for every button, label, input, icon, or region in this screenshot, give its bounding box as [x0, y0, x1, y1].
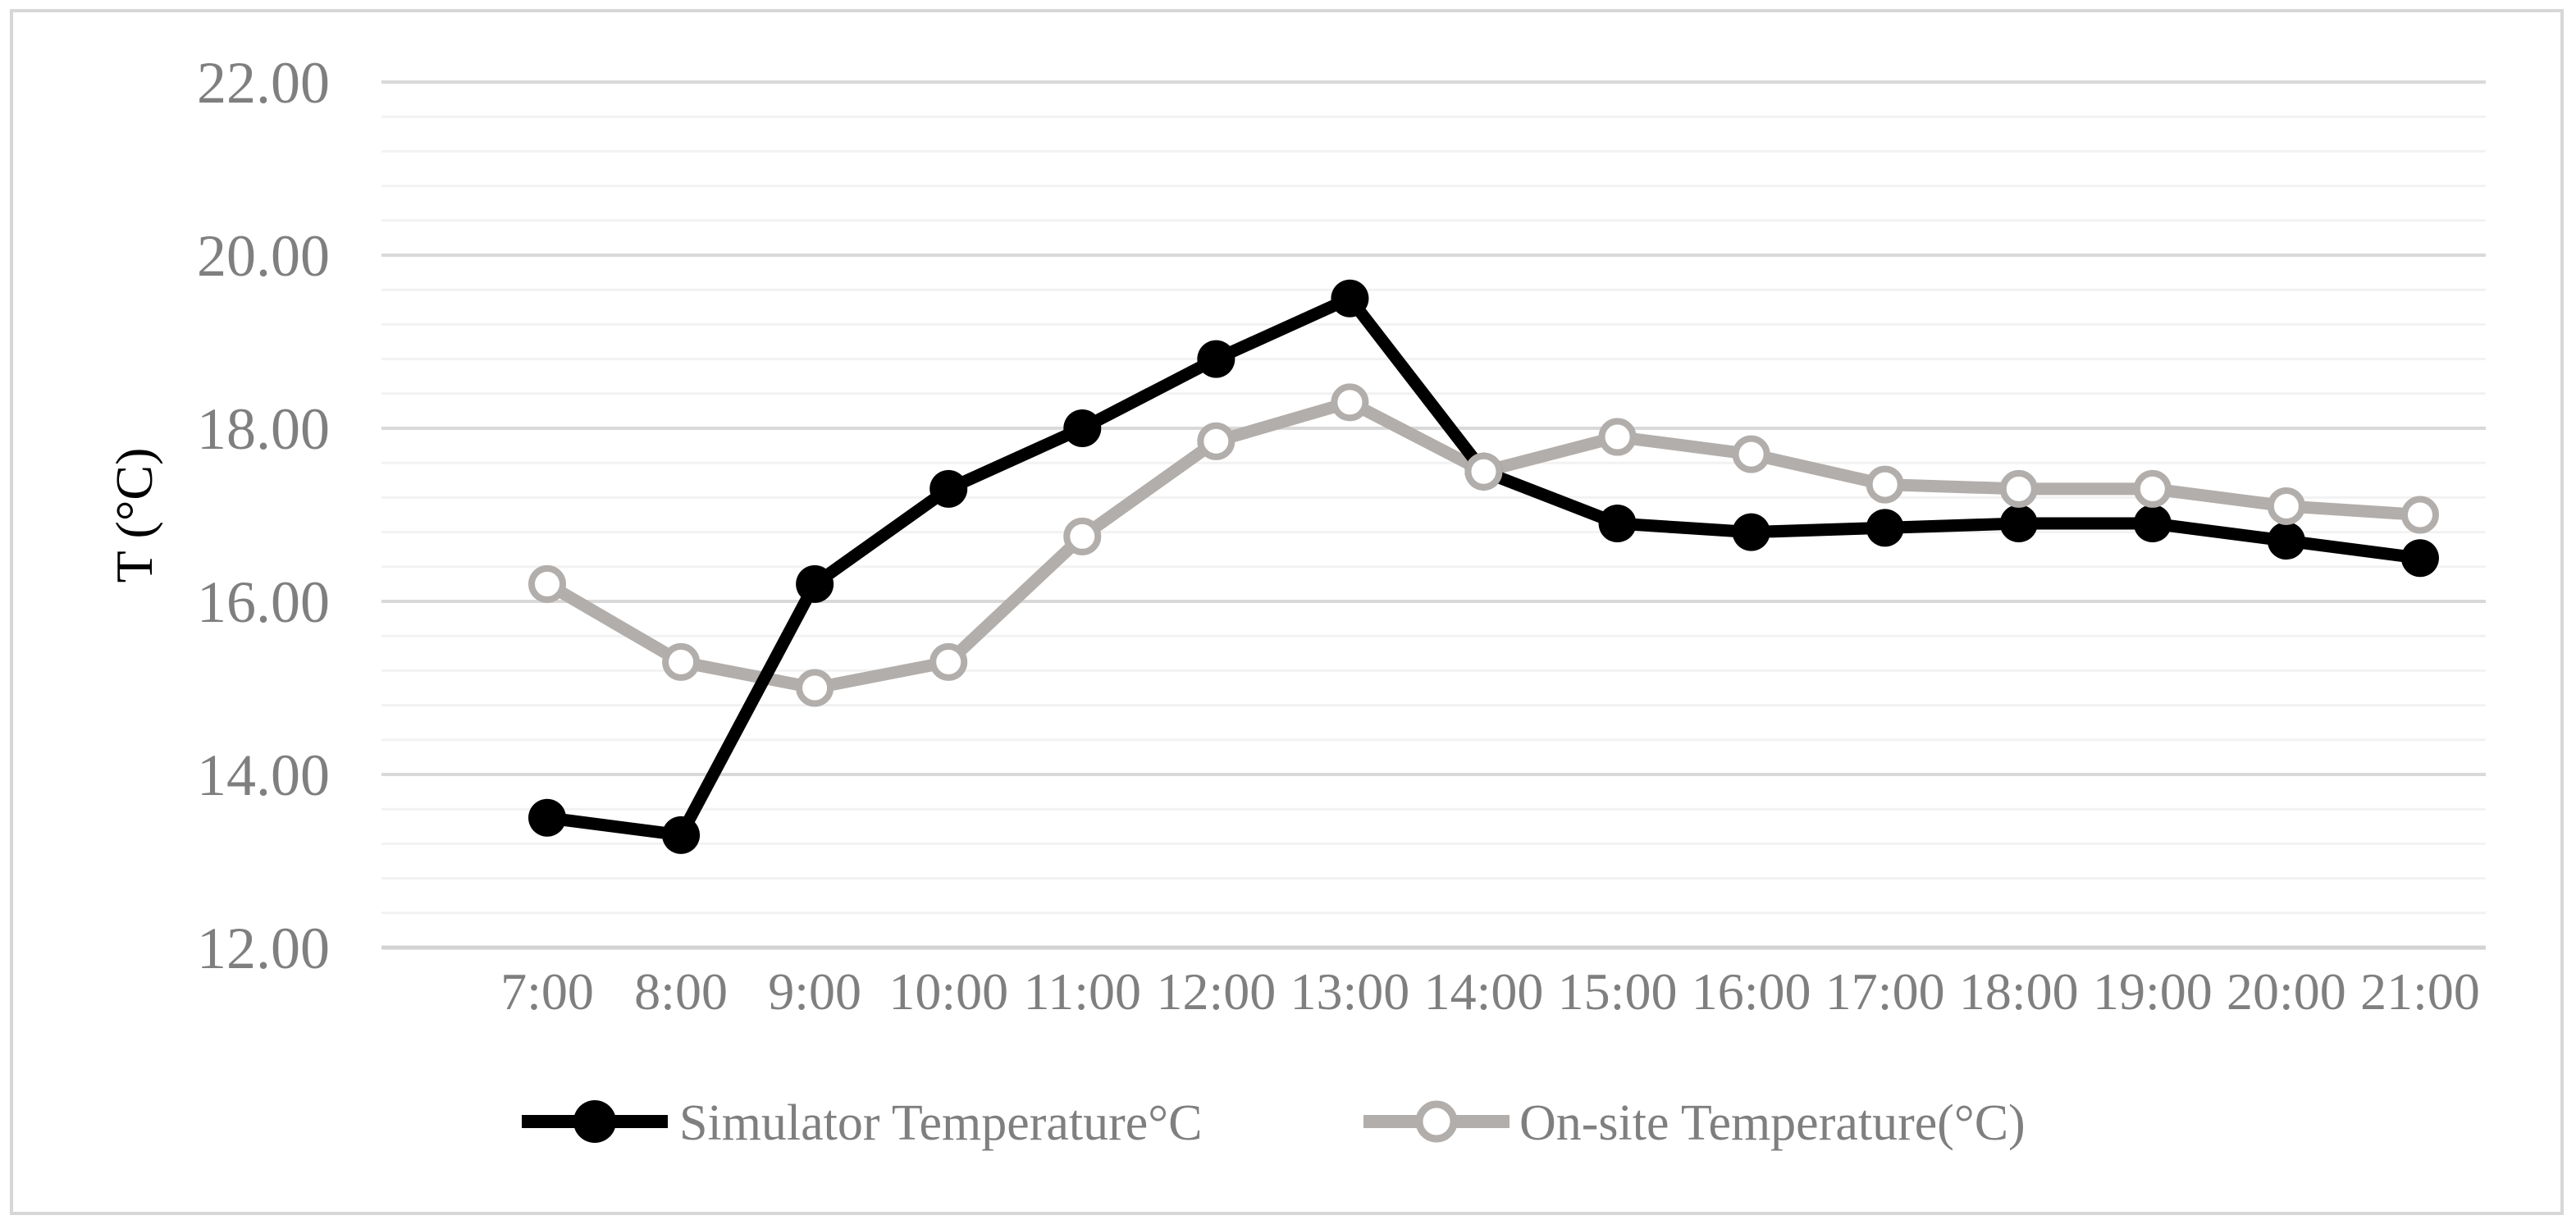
x-tick-label: 7:00: [500, 962, 594, 1021]
marker-simulator-temperature-c: [1598, 505, 1637, 543]
series-line-on-site-temperature-c: [541, 395, 2427, 694]
x-tick-label: 15:00: [1558, 962, 1678, 1021]
x-tick-label: 20:00: [2227, 962, 2346, 1021]
legend-label-onsite: On-site Temperature(°C): [1519, 1095, 2026, 1151]
x-tick-label: 9:00: [768, 962, 861, 1021]
figure-border: [10, 9, 2564, 1215]
x-tick-label: 16:00: [1692, 962, 1811, 1021]
marker-simulator-temperature-c: [1063, 409, 1102, 447]
marker-simulator-temperature-c: [1331, 279, 1369, 318]
x-tick-label: 17:00: [1825, 962, 1945, 1021]
marker-on-site-temperature-c: [1197, 422, 1235, 460]
legend: Simulator Temperature°C On-site Temperat…: [522, 1095, 2026, 1151]
x-tick-label: 11:00: [1024, 962, 1141, 1021]
x-tick-label: 14:00: [1424, 962, 1544, 1021]
marker-on-site-temperature-c: [2267, 487, 2305, 525]
marker-simulator-temperature-c: [528, 798, 566, 837]
y-tick-label: 20.00: [197, 223, 330, 289]
x-tick-label: 18:00: [1959, 962, 2079, 1021]
marker-on-site-temperature-c: [1331, 383, 1369, 422]
y-axis-title: T (°C): [105, 448, 163, 583]
legend-item-simulator: Simulator Temperature°C: [522, 1095, 1202, 1151]
legend-label-simulator: Simulator Temperature°C: [679, 1095, 1202, 1151]
marker-simulator-temperature-c: [1866, 509, 1904, 547]
marker-on-site-temperature-c: [796, 669, 834, 707]
x-tick-label: 10:00: [888, 962, 1008, 1021]
marker-on-site-temperature-c: [929, 642, 968, 681]
marker-on-site-temperature-c: [2133, 469, 2172, 508]
series-plot-area: [528, 279, 2439, 854]
y-tick-label: 16.00: [197, 569, 330, 635]
x-tick-label: 19:00: [2093, 962, 2213, 1021]
legend-open-circle-marker-icon: [1415, 1100, 1458, 1143]
marker-simulator-temperature-c: [2267, 522, 2305, 560]
y-axis-tick-labels: 22.00 20.00 18.00 16.00 14.00 12.00: [197, 50, 330, 981]
marker-on-site-temperature-c: [1598, 418, 1637, 456]
marker-on-site-temperature-c: [2400, 496, 2439, 534]
y-tick-label: 14.00: [197, 742, 330, 808]
x-tick-label: 21:00: [2360, 962, 2480, 1021]
marker-simulator-temperature-c: [1999, 505, 2038, 543]
marker-on-site-temperature-c: [1866, 465, 1904, 504]
marker-on-site-temperature-c: [1999, 469, 2038, 508]
legend-item-onsite: On-site Temperature(°C): [1363, 1095, 2026, 1151]
legend-filled-circle-marker-icon: [573, 1100, 616, 1143]
x-axis-tick-labels: 7:00 8:00 9:00 10:00 11:00 12:00 13:00 14:00 15:…: [500, 962, 2480, 1021]
marker-simulator-temperature-c: [662, 816, 701, 854]
y-tick-label: 12.00: [197, 916, 330, 981]
y-tick-label: 22.00: [197, 50, 330, 116]
marker-on-site-temperature-c: [662, 642, 701, 681]
marker-simulator-temperature-c: [2133, 505, 2172, 543]
x-tick-label: 13:00: [1290, 962, 1410, 1021]
marker-on-site-temperature-c: [1464, 452, 1503, 491]
marker-simulator-temperature-c: [1197, 340, 1235, 378]
x-tick-label: 8:00: [634, 962, 728, 1021]
y-tick-label: 18.00: [197, 396, 330, 462]
marker-simulator-temperature-c: [929, 469, 968, 508]
marker-on-site-temperature-c: [1063, 517, 1102, 555]
marker-simulator-temperature-c: [2400, 539, 2439, 578]
marker-simulator-temperature-c: [796, 564, 834, 603]
marker-on-site-temperature-c: [528, 564, 566, 603]
marker-simulator-temperature-c: [1732, 513, 1770, 551]
x-tick-label: 12:00: [1156, 962, 1276, 1021]
marker-on-site-temperature-c: [1732, 435, 1770, 473]
